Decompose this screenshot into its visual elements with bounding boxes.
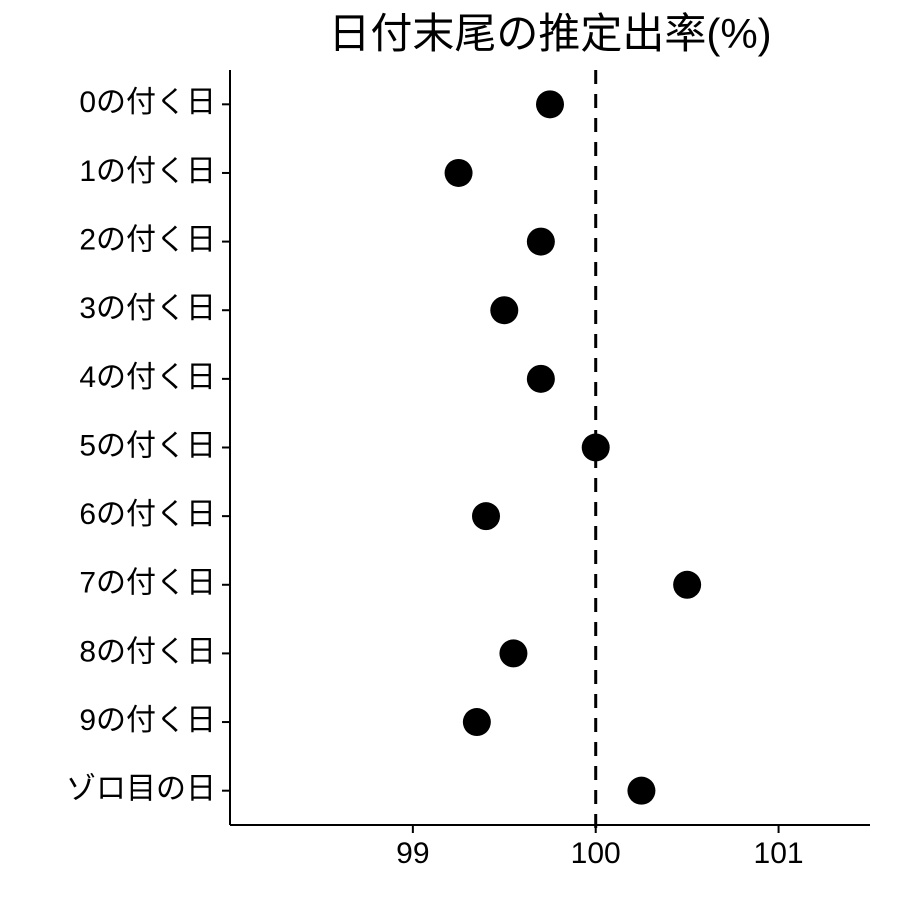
x-tick-label: 101 [754, 837, 804, 870]
y-tick-label: 2の付く日 [79, 224, 216, 257]
data-point [472, 502, 500, 530]
y-tick-label: 7の付く日 [79, 567, 216, 600]
y-tick-label: 0の付く日 [79, 86, 216, 119]
x-tick-label: 100 [571, 837, 621, 870]
data-point [463, 708, 491, 736]
data-point [445, 159, 473, 187]
dot-chart: 日付末尾の推定出率(%) 0の付く日 1の付く日 2の付く日 3の付く日 4の付く日 5の付… [0, 0, 900, 900]
y-tick-label: 6の付く日 [79, 498, 216, 531]
data-point [527, 365, 555, 393]
y-tick-label: 9の付く日 [79, 704, 216, 737]
y-tick-label: 1の付く日 [79, 155, 216, 188]
y-tick-label: ゾロ目の日 [66, 773, 216, 806]
data-point [499, 639, 527, 667]
y-tick-label: 8の付く日 [79, 635, 216, 668]
data-point [536, 90, 564, 118]
y-tick-label: 4の付く日 [79, 361, 216, 394]
y-tick-label: 3の付く日 [79, 292, 216, 325]
y-tick-label: 5の付く日 [79, 429, 216, 462]
x-tick-label: 99 [396, 837, 429, 870]
data-point [527, 228, 555, 256]
data-point [627, 777, 655, 805]
data-point [673, 571, 701, 599]
data-point [490, 296, 518, 324]
chart-title: 日付末尾の推定出率(%) [328, 10, 771, 57]
data-point [582, 434, 610, 462]
